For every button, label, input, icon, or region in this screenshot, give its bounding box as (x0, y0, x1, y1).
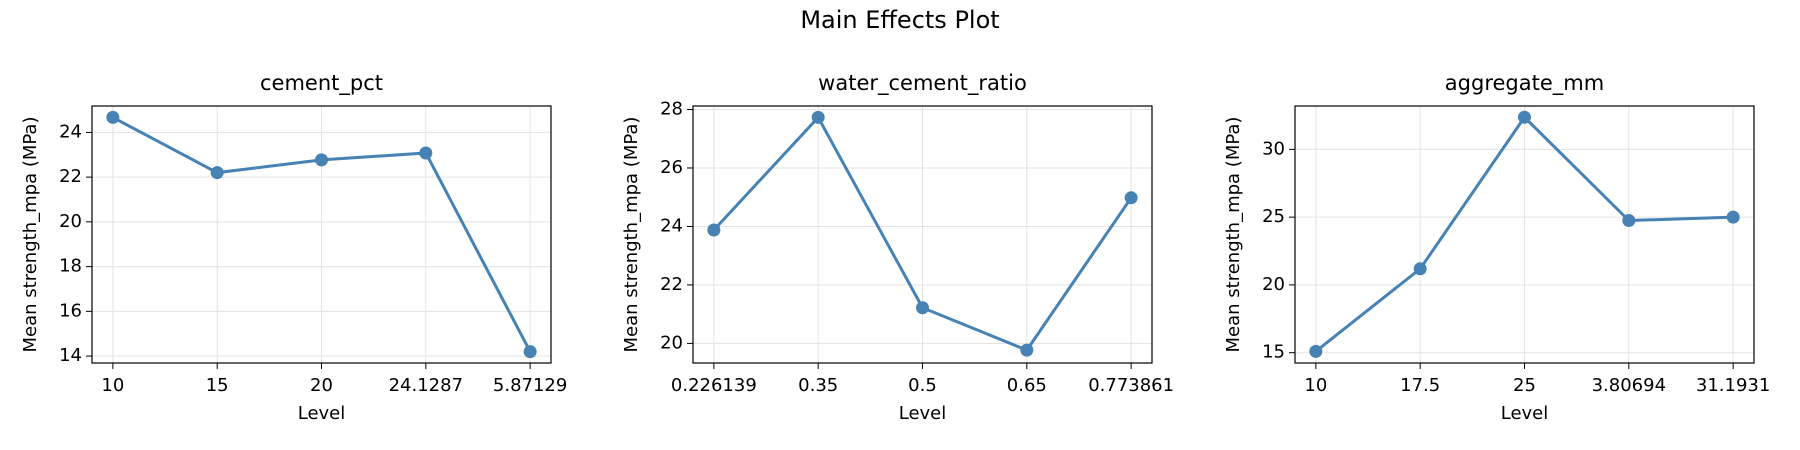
x-tick-label: 0.5 (908, 375, 937, 396)
x-tick-label: 10 (1304, 375, 1327, 396)
y-tick-label: 15 (1262, 342, 1285, 363)
y-tick-label: 20 (59, 211, 82, 232)
y-tick-label: 18 (59, 256, 82, 277)
y-tick-label: 14 (59, 345, 82, 366)
y-tick-label: 28 (660, 99, 683, 120)
subplot-title: aggregate_mm (1445, 71, 1604, 96)
y-tick-label: 16 (59, 300, 82, 321)
marker (1413, 262, 1427, 276)
marker (1309, 344, 1323, 358)
x-axis-label: Level (1501, 403, 1549, 424)
figure-title: Main Effects Plot (800, 6, 999, 34)
x-axis-label: Level (899, 403, 947, 424)
y-tick-label: 24 (59, 121, 82, 142)
y-tick-label: 26 (660, 157, 683, 178)
marker (106, 110, 120, 124)
x-tick-label: 15 (206, 375, 229, 396)
x-axis-label: Level (298, 403, 346, 424)
marker (916, 301, 929, 315)
marker (811, 110, 825, 124)
x-tick-label: 25 (1513, 375, 1536, 396)
y-tick-label: 20 (660, 332, 683, 353)
marker (1622, 214, 1636, 228)
y-tick-label: 22 (59, 166, 82, 187)
x-tick-label: 10 (101, 375, 124, 396)
x-tick-label: 24.1287 (389, 375, 463, 396)
y-tick-label: 25 (1262, 206, 1285, 227)
y-tick-label: 30 (1262, 138, 1285, 159)
subplot-title: cement_pct (260, 71, 383, 96)
x-tick-label: 0.65 (1007, 375, 1047, 396)
plot-frame (91, 105, 552, 364)
marker (210, 166, 224, 180)
marker (315, 153, 328, 167)
marker (1518, 110, 1531, 124)
x-tick-label: 3.80694 (1592, 375, 1666, 396)
plot-frame (692, 105, 1153, 364)
marker (1726, 210, 1740, 224)
x-tick-label: 20 (310, 375, 333, 396)
y-axis-label: Mean strength_mpa (MPa) (1223, 117, 1244, 353)
x-tick-label: 17.5 (1400, 375, 1440, 396)
x-tick-label: 0.35 (798, 375, 838, 396)
marker (1124, 191, 1138, 205)
x-tick-label: 5.87129 (493, 375, 567, 396)
marker (419, 146, 433, 160)
x-tick-label: 0.773861 (1088, 375, 1174, 396)
subplot-title: water_cement_ratio (818, 71, 1027, 96)
y-axis-label: Mean strength_mpa (MPa) (20, 117, 41, 353)
x-tick-label: 0.226139 (671, 375, 757, 396)
marker (707, 223, 721, 237)
marker (1020, 343, 1034, 357)
y-axis-label: Mean strength_mpa (MPa) (621, 117, 642, 353)
plot-frame (1294, 105, 1755, 364)
y-tick-label: 22 (660, 274, 683, 295)
y-tick-label: 20 (1262, 274, 1285, 295)
marker (523, 345, 537, 359)
y-tick-label: 24 (660, 215, 683, 236)
x-tick-label: 31.1931 (1696, 375, 1770, 396)
